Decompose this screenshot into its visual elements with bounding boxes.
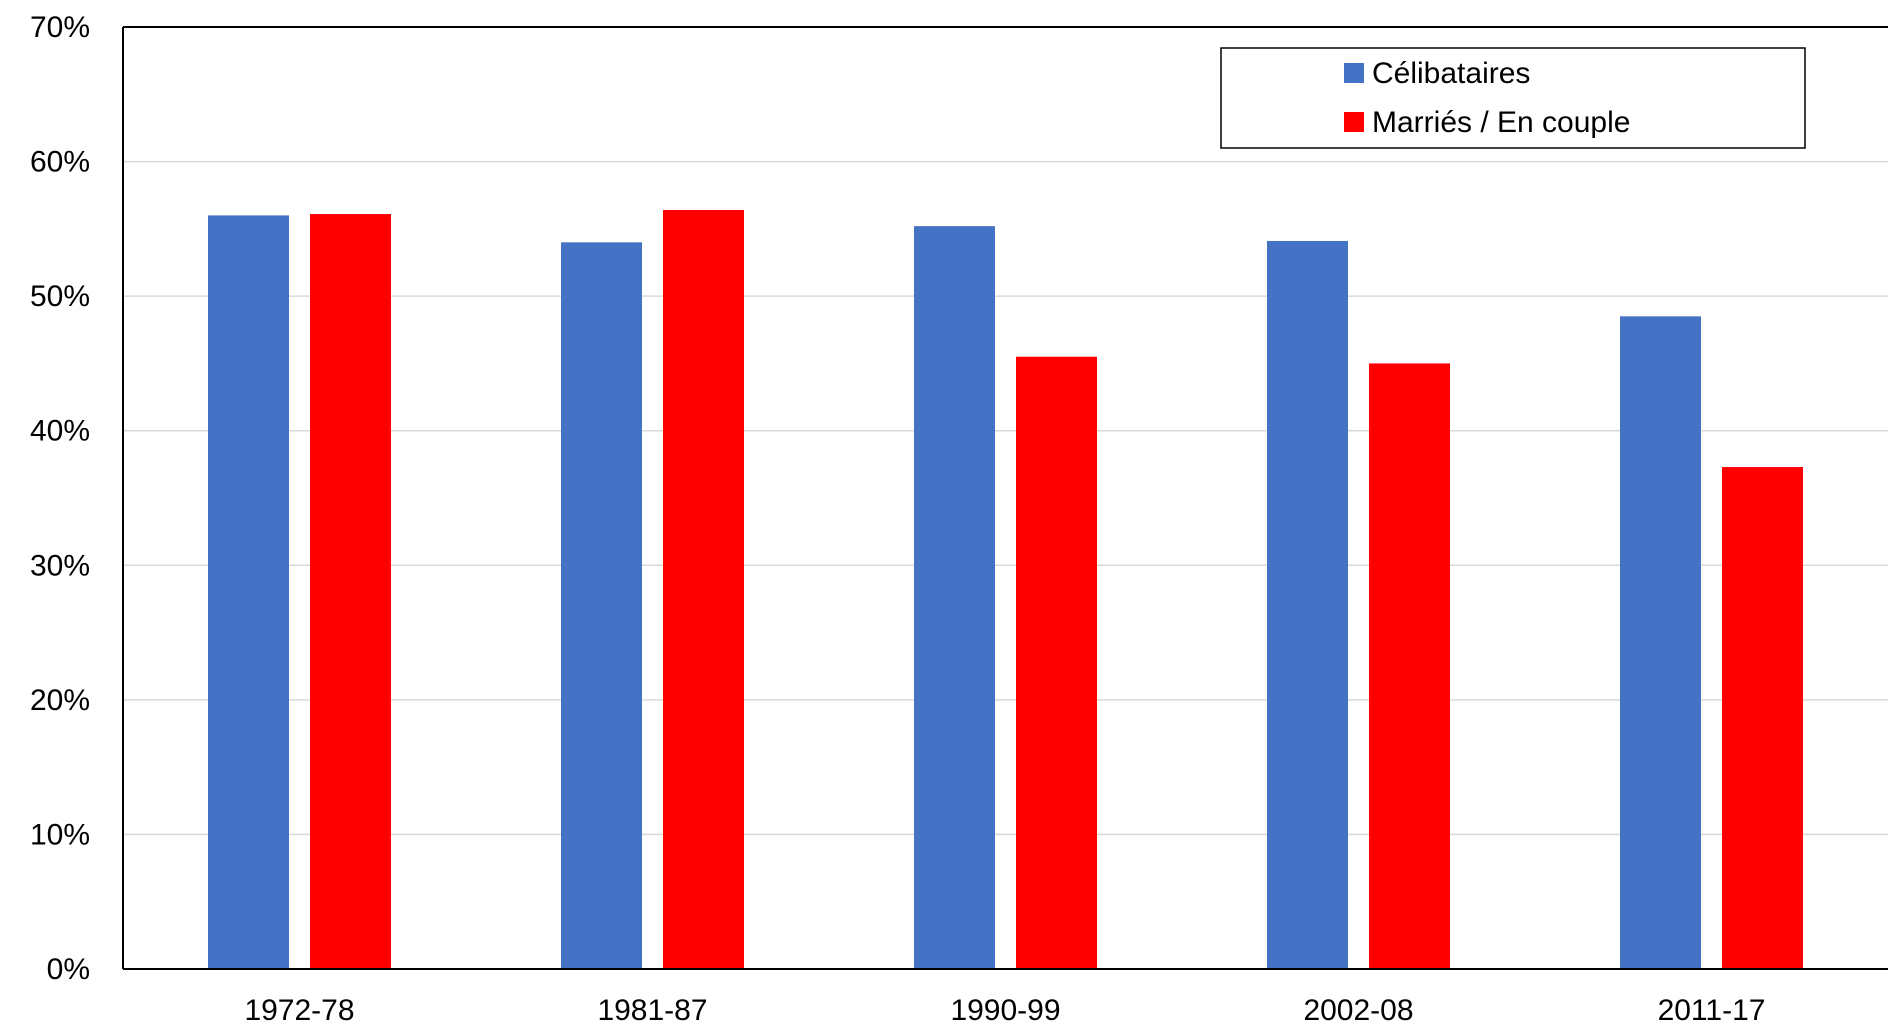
y-tick-label: 40% <box>30 415 90 448</box>
bar-maries-en-couple-1981-87 <box>663 210 744 969</box>
y-tick-label: 0% <box>47 953 90 986</box>
y-tick-label: 50% <box>30 280 90 313</box>
bar-celibataires-1990-99 <box>914 226 995 969</box>
y-tick-labels: 0% 10% 20% 30% 40% 50% 60% 70% <box>30 11 90 986</box>
y-tick-label: 70% <box>30 11 90 44</box>
bar-celibataires-1981-87 <box>561 242 642 970</box>
x-tick-label: 2002-08 <box>1303 994 1413 1027</box>
legend-label: Célibataires <box>1372 57 1530 90</box>
gridlines <box>123 160 1888 836</box>
x-tick-label: 1972-78 <box>244 994 354 1027</box>
bar-maries-en-couple-1990-99 <box>1016 356 1097 969</box>
axes <box>122 26 1888 970</box>
bar-maries-en-couple-2002-08 <box>1369 363 1450 969</box>
legend-swatch <box>1344 112 1364 132</box>
legend-label: Marriés / En couple <box>1372 106 1630 139</box>
legend-box <box>1220 47 1806 149</box>
legend: Célibataires Marriés / En couple <box>1220 47 1806 149</box>
legend-swatch <box>1344 63 1364 83</box>
y-tick-label: 20% <box>30 684 90 717</box>
x-tick-label: 2011-17 <box>1658 994 1766 1027</box>
x-tick-label: 1990-99 <box>950 994 1060 1027</box>
bar-celibataires-2011-17 <box>1620 316 1701 969</box>
y-tick-label: 10% <box>30 818 90 851</box>
bar-maries-en-couple-1972-78 <box>310 214 391 969</box>
bar-celibataires-2002-08 <box>1267 240 1348 969</box>
bar-celibataires-1972-78 <box>208 215 289 969</box>
bars <box>208 210 1803 970</box>
y-tick-label: 30% <box>30 549 90 582</box>
x-tick-labels: 1972-78 1981-87 1990-99 2002-08 2011-17 <box>244 994 1765 1027</box>
y-tick-label: 60% <box>30 146 90 179</box>
bar-maries-en-couple-2011-17 <box>1722 467 1803 969</box>
x-tick-label: 1981-87 <box>597 994 707 1027</box>
